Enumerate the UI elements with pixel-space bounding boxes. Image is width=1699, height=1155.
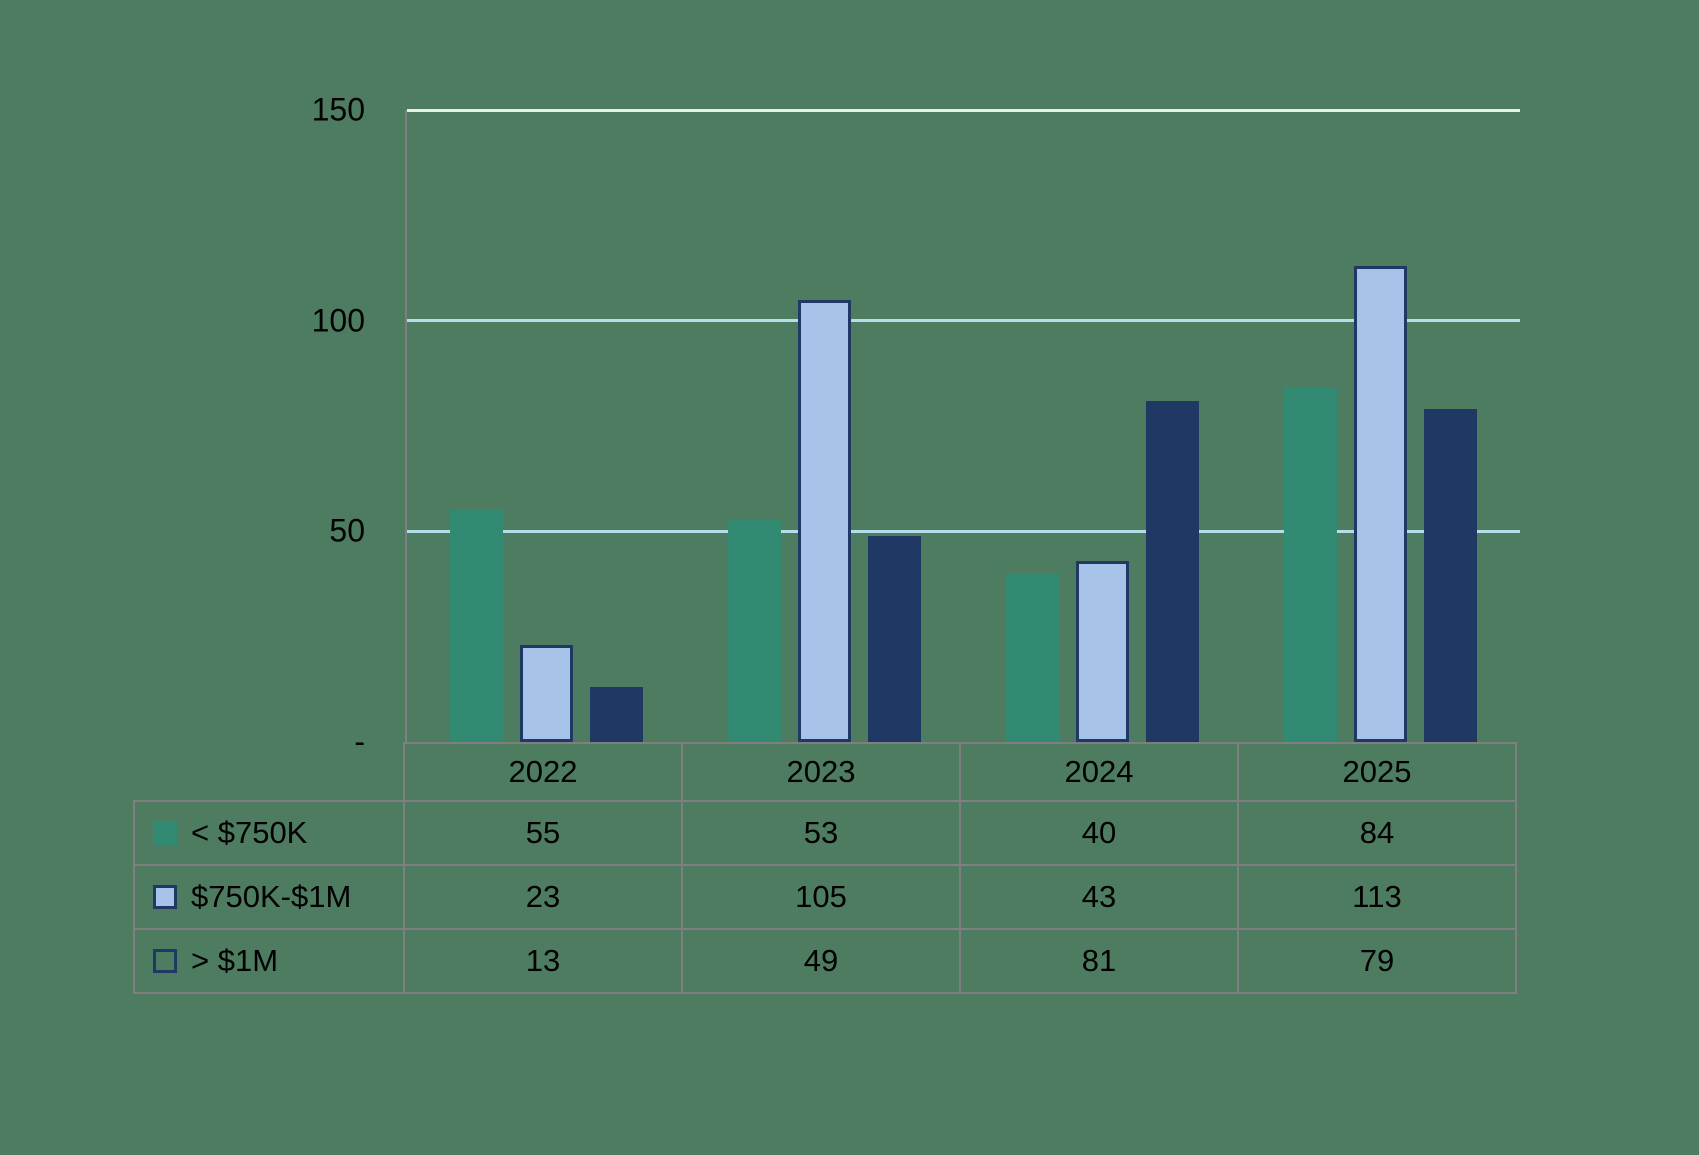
- bar-group-2025: [1242, 110, 1520, 742]
- table-cell-value: 49: [681, 928, 961, 994]
- table-row-series-0: < $750K 55 53 40 84: [133, 800, 1517, 866]
- legend-label-lt-750k: < $750K: [191, 815, 308, 850]
- gridline-100: [407, 319, 1520, 322]
- table-cell-value: 23: [403, 864, 683, 930]
- bar-group-2024: [964, 110, 1242, 742]
- bar-< $750K-2023: [727, 519, 781, 742]
- legend-swatch-750k-1m: [153, 885, 177, 909]
- category-label-2022: 2022: [403, 742, 683, 802]
- bar-$750K-$1M-2022: [519, 645, 573, 742]
- bar-$750K-$1M-2023: [797, 300, 851, 742]
- bar-< $750K-2024: [1006, 573, 1060, 742]
- gridline-150: [407, 109, 1520, 112]
- legend-swatch-lt-750k: [153, 821, 177, 845]
- data-table: 2022 2023 2024 2025 < $750K 55 53 40 84 …: [133, 742, 1517, 994]
- legend-cell-series-2: > $1M: [133, 928, 405, 994]
- table-cell-value: 13: [403, 928, 683, 994]
- table-row-series-1: $750K-$1M 23 105 43 113: [133, 864, 1517, 930]
- y-axis-tick-100: 100: [311, 302, 365, 339]
- table-header-row: 2022 2023 2024 2025: [134, 742, 1517, 802]
- category-label-2024: 2024: [959, 742, 1239, 802]
- bar-$750K-$1M-2024: [1076, 561, 1130, 742]
- bar-$750K-$1M-2025: [1354, 266, 1408, 742]
- bar-> $1M-2025: [1424, 409, 1478, 742]
- category-label-2023: 2023: [681, 742, 961, 802]
- bar-< $750K-2025: [1284, 388, 1338, 742]
- plot-area: [405, 109, 1520, 742]
- category-label-2025: 2025: [1237, 742, 1517, 802]
- table-cell-value: 81: [959, 928, 1239, 994]
- gridline-50: [407, 530, 1520, 533]
- table-cell-value: 105: [681, 864, 961, 930]
- bar-< $750K-2022: [449, 510, 503, 742]
- table-cell-value: 53: [681, 800, 961, 866]
- legend-label-gt-1m: > $1M: [191, 943, 279, 978]
- bar-group-2023: [685, 110, 963, 742]
- bar-groups: [407, 110, 1520, 742]
- table-row-series-2: > $1M 13 49 81 79: [133, 928, 1517, 994]
- bar-group-2022: [407, 110, 685, 742]
- y-axis-tick-50: 50: [329, 512, 365, 549]
- table-cell-value: 84: [1237, 800, 1517, 866]
- table-cell-value: 79: [1237, 928, 1517, 994]
- table-cell-value: 43: [959, 864, 1239, 930]
- y-axis-tick-150: 150: [311, 91, 365, 128]
- y-axis-tick-0: -: [354, 723, 365, 760]
- table-corner-spacer: [134, 743, 404, 801]
- bar-> $1M-2023: [867, 536, 921, 742]
- legend-label-750k-1m: $750K-$1M: [191, 879, 352, 914]
- bar-> $1M-2022: [589, 687, 643, 742]
- legend-cell-series-0: < $750K: [133, 800, 405, 866]
- table-cell-value: 40: [959, 800, 1239, 866]
- legend-swatch-gt-1m: [153, 949, 177, 973]
- table-cell-value: 113: [1237, 864, 1517, 930]
- legend-cell-series-1: $750K-$1M: [133, 864, 405, 930]
- table-cell-value: 55: [403, 800, 683, 866]
- bar-> $1M-2024: [1146, 401, 1200, 742]
